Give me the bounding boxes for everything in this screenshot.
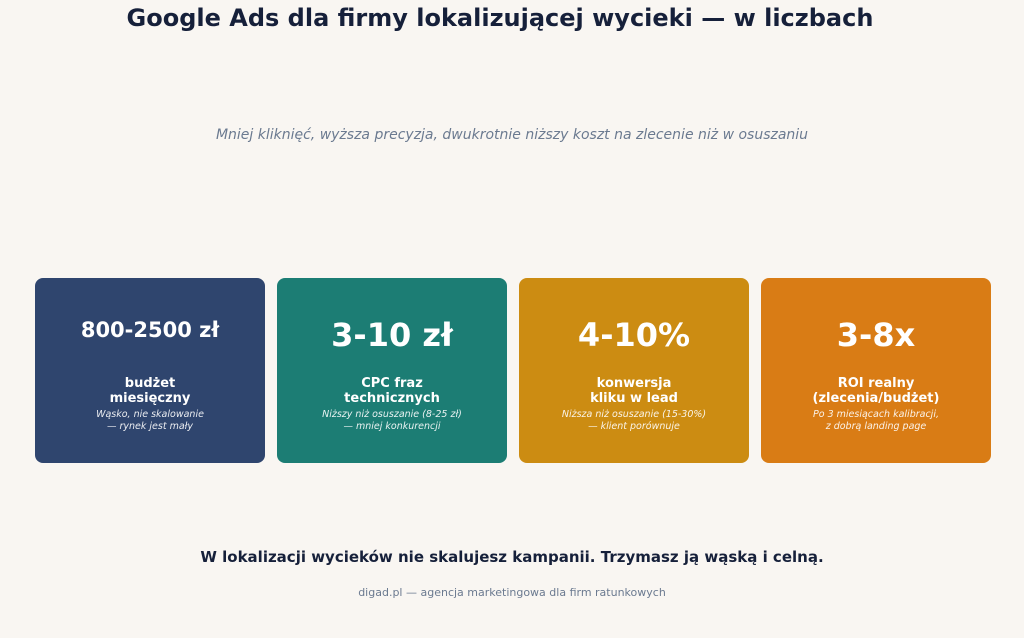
stat-card: 3-10 zł CPC fraz technicznych Niższy niż os…: [277, 278, 507, 463]
stat-note: Wąsko, nie skalowanie — rynek jest mały: [35, 409, 265, 433]
stat-label: konwersja kliku w lead: [519, 376, 749, 406]
note-line: Po 3 miesiącach kalibracji,: [813, 409, 939, 420]
note-line: Niższa niż osuszanie (15-30%): [561, 409, 707, 420]
label-line: budżet: [124, 376, 176, 391]
label-line: miesięczny: [109, 391, 191, 406]
stat-card: 800-2500 zł budżet miesięczny Wąsko, nie sk…: [35, 278, 265, 463]
note-line: Niższy niż osuszanie (8-25 zł): [322, 409, 462, 420]
note-line: Wąsko, nie skalowanie: [96, 409, 204, 420]
title: Google Ads dla firmy lokalizującej wycie…: [126, 4, 874, 32]
note-line: — klient porównuje: [588, 421, 680, 432]
stat-value: 4-10%: [577, 316, 691, 354]
label-line: kliku w lead: [590, 391, 678, 406]
subtitle: Mniej kliknięć, wyższa precyzja, dwukrot…: [215, 127, 809, 143]
stat-label: budżet miesięczny: [35, 376, 265, 406]
note-line: — mniej konkurencji: [343, 421, 441, 432]
stat-value: 3-8x: [836, 316, 916, 354]
label-line: konwersja: [596, 376, 672, 391]
stat-note: Niższa niż osuszanie (15-30%) — klient po…: [519, 409, 749, 433]
stat-label: ROI realny (zlecenia/budżet): [761, 376, 991, 406]
credit: digad.pl — agencja marketingowa dla firm…: [358, 586, 666, 599]
stat-note: Niższy niż osuszanie (8-25 zł) — mniej ko…: [277, 409, 507, 433]
stat-value: 800-2500 zł: [80, 318, 220, 342]
label-line: technicznych: [344, 391, 440, 406]
stat-label: CPC fraz technicznych: [277, 376, 507, 406]
stat-card: 4-10% konwersja kliku w lead Niższa niż osu…: [519, 278, 749, 463]
stat-note: Po 3 miesiącach kalibracji, z dobrą landi…: [761, 409, 991, 433]
note-line: z dobrą landing page: [825, 421, 927, 432]
label-line: (zlecenia/budżet): [812, 391, 940, 406]
stat-card: 3-8x ROI realny (zlecenia/budżet) Po 3 mies…: [761, 278, 991, 463]
note-line: — rynek jest mały: [106, 421, 194, 432]
label-line: CPC fraz: [361, 376, 423, 391]
stat-value: 3-10 zł: [331, 316, 453, 354]
tagline: W lokalizacji wycieków nie skalujesz kam…: [200, 548, 824, 566]
label-line: ROI realny: [837, 376, 915, 391]
